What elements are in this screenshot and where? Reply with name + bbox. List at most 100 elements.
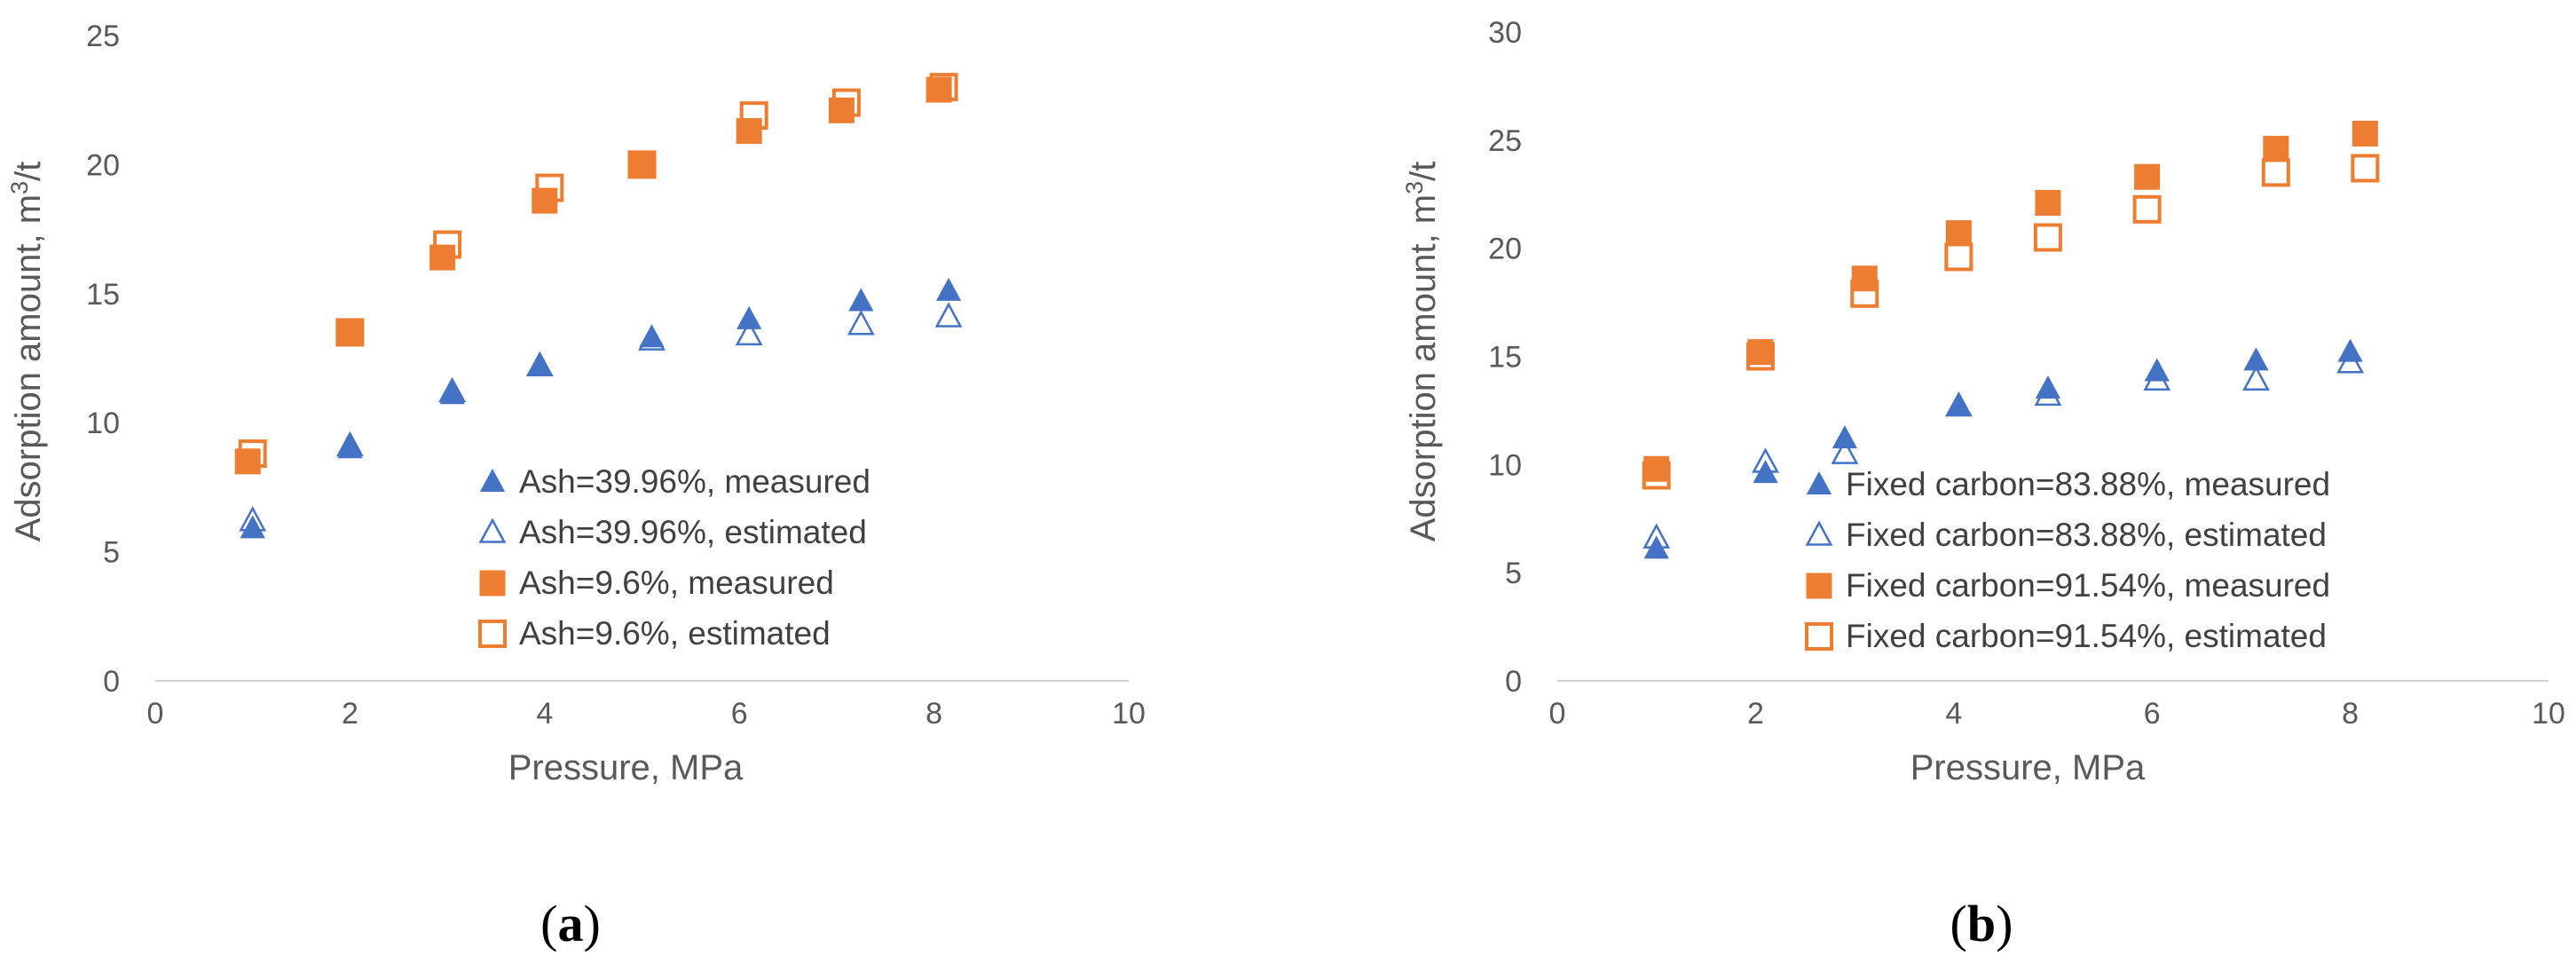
data-point xyxy=(2034,380,2062,407)
y-tick-label: 10 xyxy=(1488,448,1522,482)
data-point xyxy=(2035,375,2061,399)
legend-marker xyxy=(479,468,506,492)
data-point xyxy=(627,150,657,179)
data-point xyxy=(1832,425,1858,449)
axes-a: 0 2 4 6 8 10 0 5 10 15 20 25 xyxy=(86,20,1146,731)
x-tick-label: 6 xyxy=(2144,697,2161,731)
y-tick-label: 20 xyxy=(86,148,120,182)
panel-label-a: (a) xyxy=(540,895,601,952)
y-tick-label: 0 xyxy=(1505,665,1522,699)
y-tick-label: 15 xyxy=(1488,341,1522,375)
panel-label-b: (b) xyxy=(1950,895,2013,952)
y-tick-label: 25 xyxy=(1488,124,1522,158)
data-point xyxy=(831,88,861,117)
data-point xyxy=(2336,348,2365,374)
y-tick-label: 30 xyxy=(1488,16,1522,50)
x-tick-label: 0 xyxy=(1549,697,1566,731)
y-tick-label: 25 xyxy=(86,20,120,53)
y-tick-label: 0 xyxy=(103,665,120,699)
data-point xyxy=(2134,163,2161,190)
y-tick-label: 10 xyxy=(86,407,120,440)
y-tick-label: 20 xyxy=(1488,233,1522,266)
data-point xyxy=(335,431,364,457)
data-point xyxy=(1643,455,1670,482)
x-tick-label: 2 xyxy=(342,697,358,731)
legend-label: Ash=9.6%, measured xyxy=(519,565,834,601)
legend-label: Fixed carbon=83.88%, estimated xyxy=(1846,517,2327,553)
data-point xyxy=(2351,154,2380,183)
data-point xyxy=(1745,342,1775,371)
data-point xyxy=(2351,121,2378,147)
data-point xyxy=(929,73,958,102)
data-point xyxy=(847,310,875,336)
legend-label: Fixed carbon=83.88%, measured xyxy=(1846,466,2330,502)
data-point xyxy=(1944,391,1973,417)
data-point xyxy=(1945,220,1972,247)
legend-marker xyxy=(1805,622,1833,651)
data-point xyxy=(433,230,462,259)
data-point xyxy=(527,352,553,376)
data-point xyxy=(1831,438,1859,464)
data-point xyxy=(535,173,564,202)
points-b xyxy=(1642,121,2380,559)
data-point xyxy=(439,381,465,405)
x-tick-label: 10 xyxy=(1112,697,1146,731)
legend-marker xyxy=(1806,470,1832,494)
data-point xyxy=(2263,136,2289,162)
x-tick-label: 4 xyxy=(536,697,553,731)
legend-marker xyxy=(478,620,507,648)
data-point xyxy=(239,506,267,532)
data-point xyxy=(1642,523,1671,549)
data-point xyxy=(629,151,655,178)
legend-label: Ash=39.96%, measured xyxy=(519,463,870,500)
data-point xyxy=(1946,392,1972,416)
data-point xyxy=(934,302,963,328)
data-point xyxy=(739,101,768,130)
x-tick-label: 2 xyxy=(1747,697,1764,731)
data-point xyxy=(2033,223,2062,252)
data-point xyxy=(2242,365,2270,391)
data-point xyxy=(2132,194,2162,224)
x-tick-label: 8 xyxy=(926,697,942,731)
data-point xyxy=(848,288,874,312)
data-point xyxy=(1850,279,1879,308)
x-tick-label: 4 xyxy=(1945,697,1962,731)
data-point xyxy=(336,319,363,345)
x-tick-label: 0 xyxy=(147,697,164,731)
legend-marker xyxy=(1806,573,1832,599)
legend-b: Fixed carbon=83.88%, measured Fixed carbo… xyxy=(1805,466,2330,654)
y-tick-label: 5 xyxy=(1505,557,1522,590)
data-point xyxy=(335,318,365,347)
y-tick-label: 15 xyxy=(86,278,120,312)
legend-marker xyxy=(478,518,507,543)
data-point xyxy=(935,277,962,301)
x-tick-label: 8 xyxy=(2342,697,2359,731)
legend-marker xyxy=(479,570,506,597)
data-point xyxy=(525,351,554,376)
data-point xyxy=(1944,242,1973,272)
data-point xyxy=(638,325,666,351)
x-axis-title-a: Pressure, MPa xyxy=(508,748,744,787)
data-point xyxy=(438,376,466,403)
legend-marker xyxy=(1805,520,1833,546)
legend-label: Fixed carbon=91.54%, estimated xyxy=(1846,618,2327,654)
y-axis-title-a: Adsorption amount, m3/t xyxy=(6,162,48,542)
data-point xyxy=(735,320,763,346)
x-tick-label: 10 xyxy=(2532,697,2565,731)
data-point xyxy=(2143,365,2171,391)
data-point xyxy=(2035,189,2061,216)
data-point xyxy=(240,515,265,539)
data-point xyxy=(2261,158,2290,187)
data-point xyxy=(238,439,267,469)
axes-b: 0 2 4 6 8 10 0 5 10 15 20 25 30 xyxy=(1488,16,2565,731)
data-point xyxy=(337,435,363,459)
data-point xyxy=(1752,447,1779,473)
x-tick-label: 6 xyxy=(731,697,748,731)
points-a xyxy=(234,73,963,539)
legend-a: Ash=39.96%, measured Ash=39.96%, estimate… xyxy=(478,463,870,652)
chart-panel-b: 0 2 4 6 8 10 0 5 10 15 20 25 30 Fixed carbon=83.88%,… xyxy=(1401,16,2565,952)
legend-label: Ash=39.96%, estimated xyxy=(519,514,867,550)
x-axis-title-b: Pressure, MPa xyxy=(1910,748,2146,787)
